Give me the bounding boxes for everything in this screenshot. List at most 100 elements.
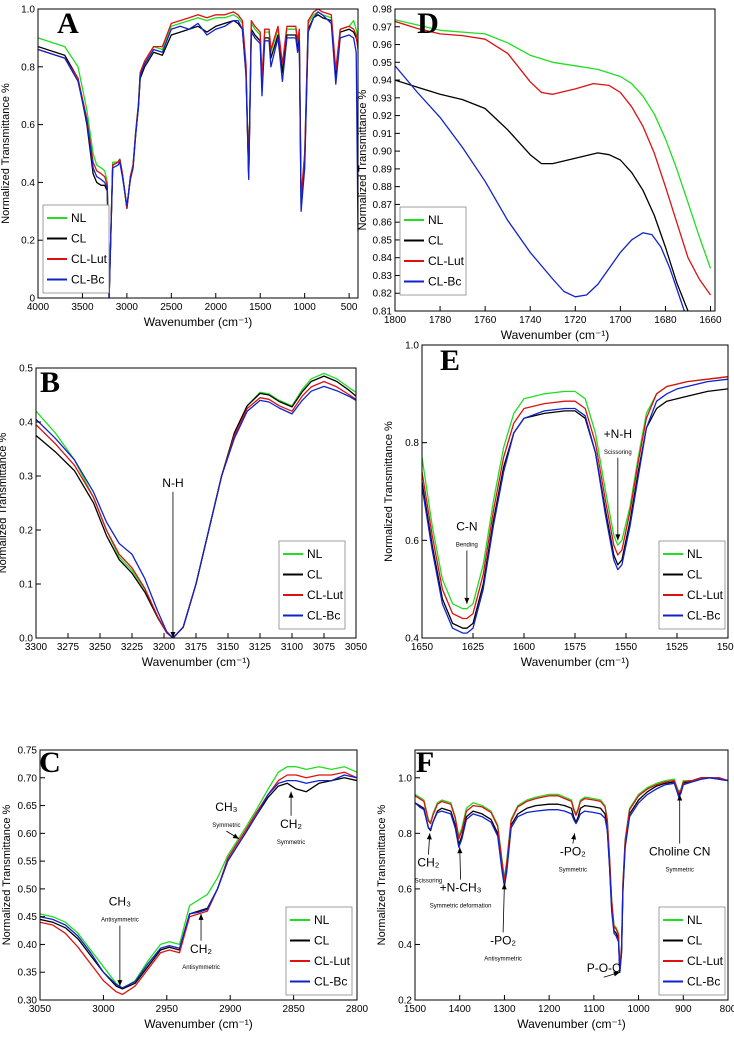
- annotation-sublabel: Symmetric deformation: [430, 904, 492, 910]
- x-axis-label: Wavenumber (cm⁻¹): [142, 655, 251, 669]
- annotation-label: -PO₂: [490, 933, 516, 947]
- x-tick-label: 3275: [57, 642, 80, 653]
- legend-box: [658, 906, 726, 996]
- y-tick-label: 0.84: [373, 253, 393, 264]
- annotation-label: -PO₂: [560, 845, 586, 859]
- annotation-sublabel: Antisymmetric: [484, 956, 522, 962]
- panel-letter: B: [40, 366, 60, 399]
- x-axis-label: Wavenumber (cm⁻¹): [144, 1017, 253, 1031]
- y-tick-label: 0.85: [373, 235, 393, 246]
- y-tick-label: 0.5: [19, 364, 33, 375]
- panel-f: 1500 1400 1300 1200 1100 1000 900 800 0.2 0.4 0.6 0…: [376, 746, 734, 1031]
- legend-label: CL-Bc: [314, 975, 347, 989]
- annotation-arrow-head: [615, 534, 621, 541]
- x-tick-label: 2500: [160, 302, 183, 313]
- x-tick-label: 1700: [609, 315, 632, 326]
- y-tick-label: 0.75: [18, 746, 38, 757]
- panel-a: 4000 3500 3000 2500 2000 1500 1000 500 0 0.2 0.4 0.…: [0, 5, 359, 329]
- y-tick-label: 0.40: [18, 940, 38, 951]
- legend-box: [42, 204, 110, 294]
- x-tick-label: 3225: [121, 642, 144, 653]
- y-tick-label: 0.8: [21, 62, 35, 73]
- x-tick-label: 1000: [627, 1004, 650, 1015]
- legend-label: CL-Bc: [71, 273, 104, 287]
- annotation-label: CH₂: [417, 856, 439, 870]
- x-tick-label: 3175: [185, 642, 208, 653]
- x-tick-label: 3100: [281, 642, 304, 653]
- y-tick-label: 0.45: [18, 912, 38, 923]
- y-tick-label: 0.55: [18, 857, 38, 868]
- x-tick-label: 1525: [666, 642, 689, 653]
- x-tick-label: 3300: [25, 642, 48, 653]
- y-tick-label: 0.6: [405, 536, 419, 547]
- y-tick-label: 0.87: [373, 200, 393, 211]
- x-tick-label: 3000: [92, 1004, 115, 1015]
- legend-label: CL-Bc: [307, 609, 340, 623]
- legend-label: CL: [687, 934, 703, 948]
- y-tick-label: 0.4: [19, 418, 33, 429]
- y-tick-label: 0.90: [373, 147, 393, 158]
- legend-label: NL: [428, 213, 444, 227]
- series-line-cl: [422, 388, 728, 629]
- annotation-arrow-head: [288, 791, 294, 798]
- plot-frame: [394, 8, 716, 312]
- legend-label: NL: [687, 547, 703, 561]
- series-line-cl-bc: [40, 774, 357, 989]
- series-line-cl-lut: [395, 20, 712, 296]
- y-tick-label: 0.81: [373, 307, 393, 318]
- legend-label: NL: [71, 211, 87, 225]
- x-tick-label: 1550: [615, 642, 638, 653]
- annotation-arrow-head: [613, 971, 620, 977]
- y-tick-label: 0.8: [405, 438, 419, 449]
- x-tick-label: 1100: [583, 1004, 605, 1015]
- series-line-cl: [395, 79, 689, 311]
- y-axis-label: Normalized Transmittance %: [376, 804, 388, 945]
- annotation-sublabel: Scissoring: [415, 879, 443, 885]
- x-tick-label: 1800: [384, 315, 407, 326]
- annotation-sublabel: Antisymmetric: [182, 965, 220, 971]
- legend-label: CL-Lut: [428, 254, 465, 268]
- annotation-sublabel: Symmetric: [277, 840, 305, 846]
- x-tick-label: 2800: [346, 1004, 369, 1015]
- annotation-label: CH₃: [215, 800, 237, 814]
- y-tick-label: 1.0: [21, 5, 35, 16]
- legend-label: CL: [428, 234, 444, 248]
- series-line-cl-bc: [422, 378, 728, 634]
- series-line-cl-lut: [40, 771, 357, 996]
- legend-label: NL: [307, 547, 323, 561]
- x-tick-label: 3075: [313, 642, 336, 653]
- legend-label: NL: [687, 913, 703, 927]
- annotation-label: CH₃: [109, 895, 131, 909]
- legend-label: CL: [687, 568, 703, 582]
- series-line-cl-bc: [415, 777, 728, 973]
- annotation-sublabel: Symmetric: [559, 868, 587, 874]
- annotation-arrow-head: [198, 913, 204, 920]
- x-axis-label: Wavenumber (cm⁻¹): [501, 328, 610, 342]
- series-line-cl-lut: [38, 9, 358, 298]
- y-tick-label: 0.4: [21, 178, 35, 189]
- y-tick-label: 0.6: [398, 884, 412, 895]
- y-tick-label: 0.1: [19, 580, 33, 591]
- series-line-cl-bc: [38, 11, 358, 298]
- x-tick-label: 3125: [249, 642, 272, 653]
- annotation-arrow-head: [232, 833, 240, 839]
- x-tick-label: 2900: [219, 1004, 242, 1015]
- legend-label: CL-Bc: [687, 609, 720, 623]
- annotation-arrow-head: [170, 632, 176, 638]
- x-axis-label: Wavenumber (cm⁻¹): [144, 315, 253, 329]
- annotation-label: +N-H: [604, 427, 632, 441]
- panel-d: 1800 1780 1760 1740 1720 1700 1680 1660 0.81 0.82…: [357, 5, 722, 343]
- series-line-cl-lut: [422, 376, 728, 620]
- x-tick-label: 2850: [282, 1004, 305, 1015]
- panel-letter: E: [440, 344, 460, 377]
- x-tick-label: 800: [720, 1004, 734, 1015]
- legend-label: CL: [71, 232, 87, 246]
- legend-box: [278, 540, 346, 630]
- series-line-nl: [40, 766, 357, 990]
- legend-label: NL: [314, 913, 330, 927]
- panel-e: 1650 1625 1600 1575 1550 1525 1500 0.4 0.6 0.8 1.0…: [383, 341, 734, 670]
- plot-frame: [39, 749, 358, 1001]
- plot-frame: [37, 8, 359, 299]
- legend-label: CL-Lut: [687, 954, 724, 968]
